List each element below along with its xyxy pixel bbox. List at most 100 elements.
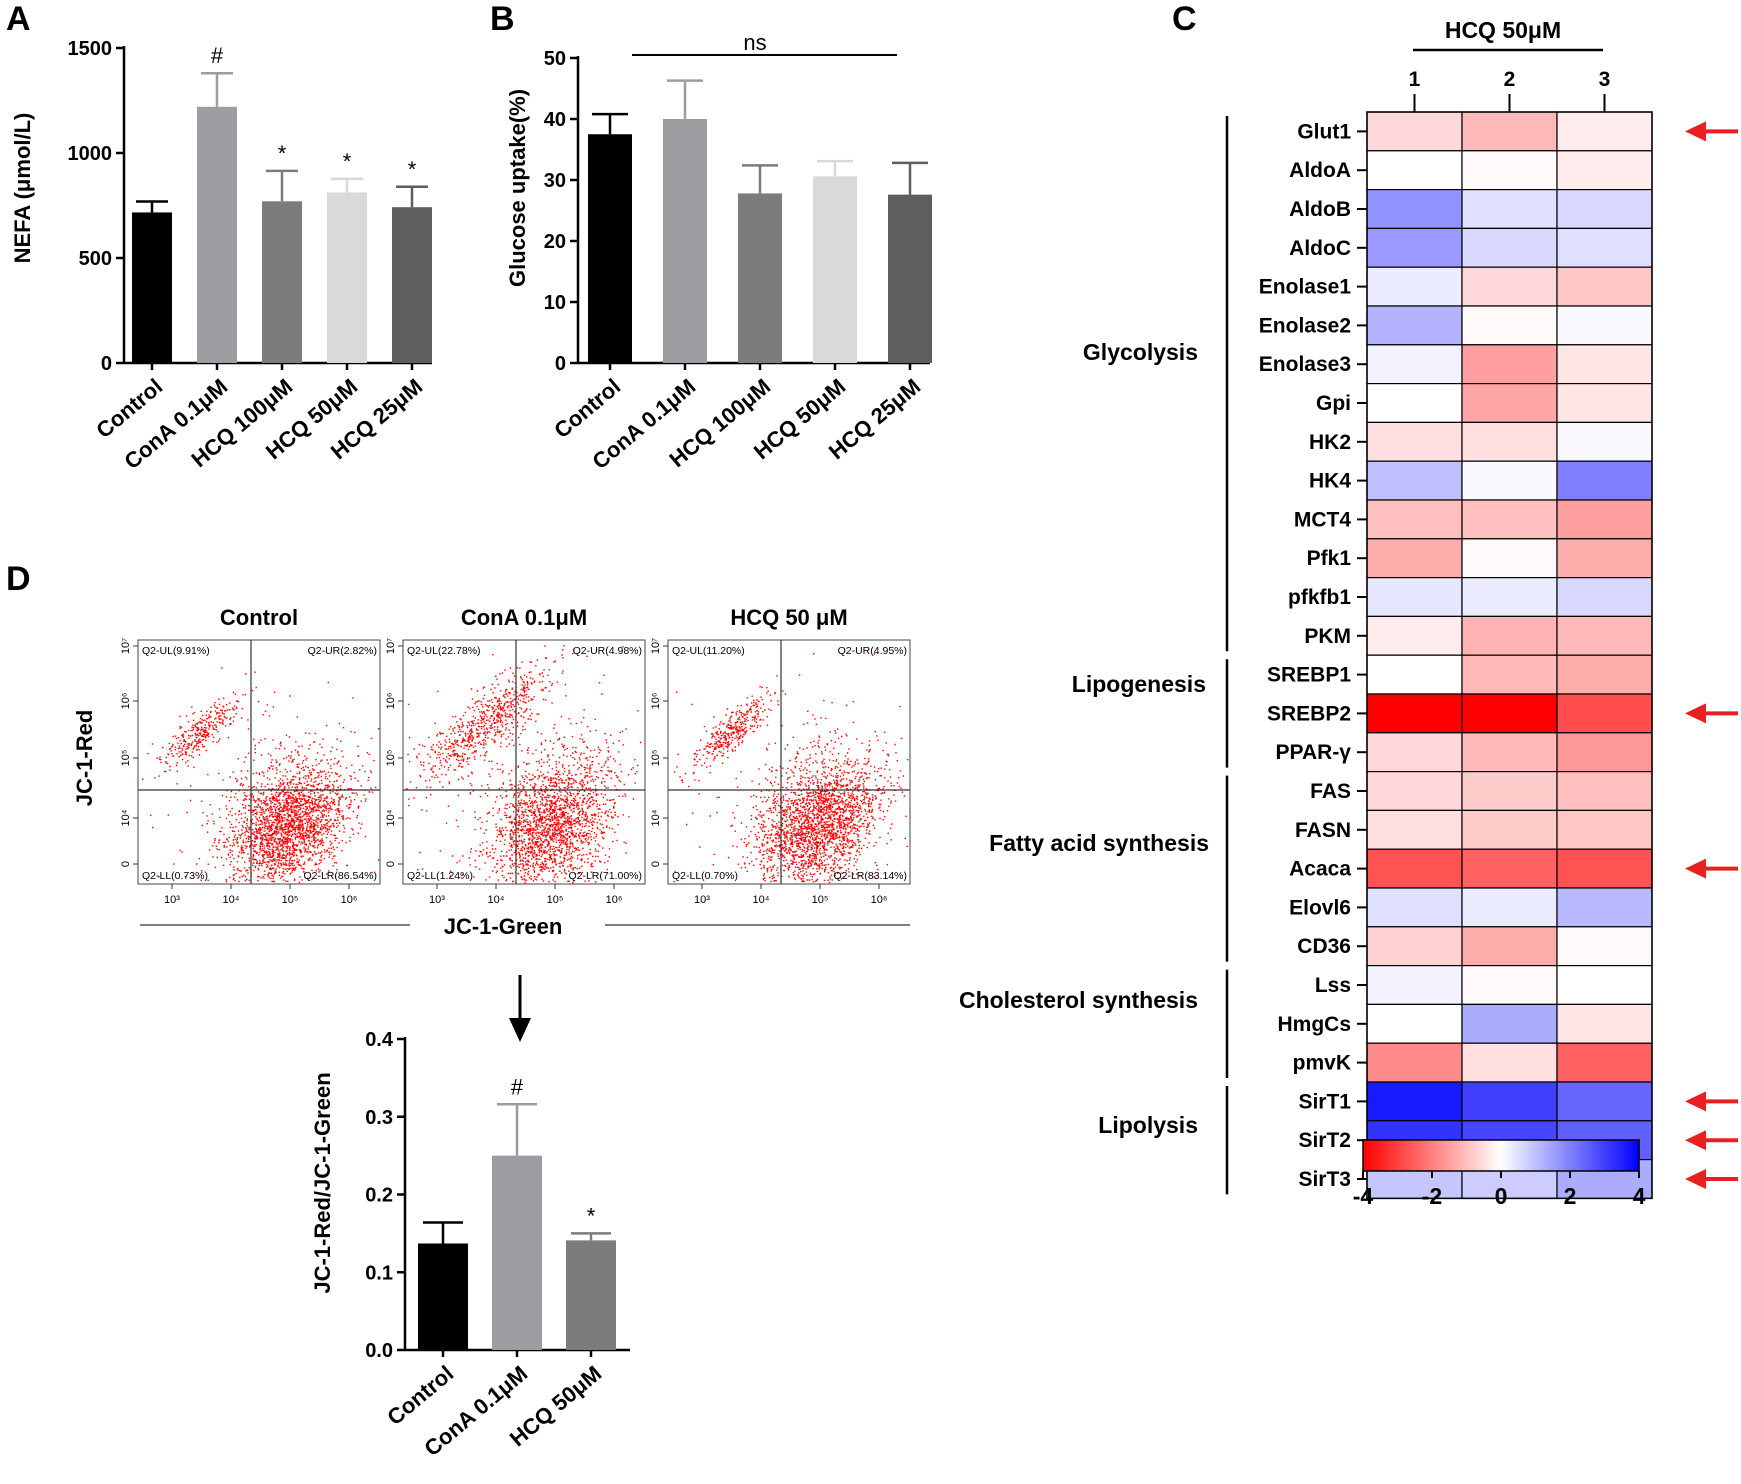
heatmap-row-label: pmvK bbox=[1293, 1052, 1351, 1075]
heatmap-cell bbox=[1366, 305, 1463, 346]
quadrant-ll-label: Q2-LL(1.24%) bbox=[407, 870, 473, 882]
flow-y-tick-label: 10⁶ bbox=[650, 693, 662, 710]
heatmap-row-label: Glut1 bbox=[1297, 120, 1351, 143]
heatmap-row-label: MCT4 bbox=[1294, 508, 1351, 531]
heatmap-cell bbox=[1461, 654, 1558, 695]
heatmap-row-label: SirT1 bbox=[1298, 1090, 1351, 1113]
heatmap-cell bbox=[1461, 732, 1558, 773]
y-tick-label: 10 bbox=[544, 292, 566, 314]
heatmap-border bbox=[1366, 111, 1653, 1200]
bar bbox=[197, 106, 237, 364]
bar bbox=[588, 134, 632, 363]
heatmap-cell bbox=[1366, 964, 1463, 1005]
y-tick-label: 0.3 bbox=[365, 1107, 393, 1129]
highlight-arrow-head bbox=[1685, 1091, 1706, 1112]
flow-x-tick-label: 10⁴ bbox=[223, 894, 240, 906]
heatmap-cell bbox=[1556, 266, 1653, 307]
flow-x-tick-label: 10⁵ bbox=[812, 894, 829, 906]
pathway-group-label: Lipolysis bbox=[1098, 1112, 1198, 1138]
heatmap-cell bbox=[1556, 964, 1653, 1005]
heatmap-row-label: SirT2 bbox=[1298, 1129, 1351, 1152]
heatmap-cell bbox=[1366, 576, 1463, 617]
heatmap-cell bbox=[1366, 1042, 1463, 1083]
bar bbox=[262, 201, 302, 363]
quadrant-ul-label: Q2-UL(11.20%) bbox=[672, 645, 745, 657]
heatmap-cell bbox=[1461, 421, 1558, 462]
heatmap-row-label: SirT3 bbox=[1298, 1168, 1351, 1191]
y-tick-label: 20 bbox=[544, 231, 566, 253]
significance-mark: # bbox=[211, 43, 224, 68]
heatmap-cell bbox=[1461, 305, 1558, 346]
highlight-arrow-head bbox=[1685, 1130, 1706, 1151]
heatmap-row-label: Lss bbox=[1315, 974, 1351, 997]
heatmap-row-label: SREBP2 bbox=[1267, 702, 1351, 725]
flow-x-tick-label: 10⁶ bbox=[606, 894, 623, 906]
quadrant-lr-label: Q2-LR(86.54%) bbox=[303, 870, 377, 882]
heatmap-cell bbox=[1461, 926, 1558, 967]
significance-mark: * bbox=[343, 149, 352, 174]
panel-label-d: D bbox=[6, 560, 31, 598]
heatmap-cell bbox=[1366, 926, 1463, 967]
flow-y-tick-label: 10⁷ bbox=[650, 638, 662, 654]
colorbar-tick-label: -4 bbox=[1353, 1183, 1374, 1209]
heatmap-cell bbox=[1556, 344, 1653, 385]
heatmap-cell bbox=[1366, 1081, 1463, 1122]
heatmap-row-label: PPAR-γ bbox=[1276, 741, 1352, 764]
heatmap-row-label: Enolase2 bbox=[1259, 314, 1351, 337]
heatmap-cell bbox=[1556, 926, 1653, 967]
bar bbox=[738, 193, 782, 363]
highlight-arrow-head bbox=[1685, 121, 1706, 142]
heatmap-cell bbox=[1366, 421, 1463, 462]
heatmap-row-label: Gpi bbox=[1316, 392, 1351, 415]
heatmap-cell bbox=[1366, 809, 1463, 850]
heatmap-cell bbox=[1556, 848, 1653, 889]
heatmap-row-label: HK4 bbox=[1309, 470, 1351, 493]
heatmap-cell bbox=[1366, 189, 1463, 230]
heatmap-cell bbox=[1556, 538, 1653, 579]
pathway-group-label: Lipogenesis bbox=[1072, 671, 1206, 697]
heatmap-cell bbox=[1556, 770, 1653, 811]
heatmap-cell bbox=[1366, 770, 1463, 811]
heatmap-row-label: Elovl6 bbox=[1289, 896, 1351, 919]
y-tick-label: 50 bbox=[544, 48, 566, 70]
heatmap-cell bbox=[1366, 344, 1463, 385]
significance-mark: * bbox=[587, 1203, 596, 1228]
heatmap-row-label: HmgCs bbox=[1277, 1013, 1351, 1036]
heatmap-cell bbox=[1556, 1081, 1653, 1122]
quadrant-ll-label: Q2-LL(0.73%) bbox=[142, 870, 208, 882]
quadrant-ul-label: Q2-UL(22.78%) bbox=[407, 645, 481, 657]
flow-y-tick-label: 0 bbox=[120, 861, 132, 867]
heatmap-cell bbox=[1556, 576, 1653, 617]
heatmap-cell bbox=[1366, 150, 1463, 191]
heatmap-row-label: HK2 bbox=[1309, 431, 1351, 454]
heatmap-row-label: AldoB bbox=[1289, 198, 1351, 221]
heatmap-cell bbox=[1461, 1003, 1558, 1044]
flow-plot-title: ConA 0.1μM bbox=[461, 605, 587, 630]
significance-mark: * bbox=[408, 157, 417, 182]
heatmap-cell bbox=[1556, 383, 1653, 424]
y-tick-label: 0.0 bbox=[365, 1340, 393, 1362]
bar bbox=[888, 194, 932, 363]
heatmap-cell bbox=[1461, 383, 1558, 424]
glucose-y-axis-title: Glucose uptake(%) bbox=[505, 89, 530, 287]
flow-y-tick-label: 10⁷ bbox=[120, 638, 132, 654]
heatmap-cell bbox=[1366, 111, 1463, 152]
heatmap-cell bbox=[1556, 111, 1653, 152]
quadrant-lr-label: Q2-LR(83.14%) bbox=[833, 870, 907, 882]
heatmap-cell bbox=[1556, 421, 1653, 462]
y-tick-label: 1500 bbox=[68, 38, 113, 60]
heatmap-cell bbox=[1556, 150, 1653, 191]
flow-plot: Control Q2-UL(9.91%) Q2-UR(2.82%) Q2-LL(0.7… bbox=[120, 605, 381, 906]
bar bbox=[663, 119, 707, 363]
gene-expression-heatmap: HCQ 50μM 1 2 3 Glut1 AldoA AldoB AldoC Enolase1… bbox=[959, 17, 1738, 1209]
heatmap-cell bbox=[1366, 848, 1463, 889]
y-tick-label: 500 bbox=[79, 248, 112, 270]
heatmap-column-label: 3 bbox=[1599, 68, 1611, 91]
flow-plot: ConA 0.1μM Q2-UL(22.78%) Q2-UR(4.98%) Q2-LL… bbox=[385, 605, 646, 906]
significance-mark: * bbox=[278, 141, 287, 166]
flow-x-tick-label: 10⁵ bbox=[282, 894, 299, 906]
heatmap-cell bbox=[1461, 499, 1558, 540]
flow-y-tick-label: 10⁵ bbox=[650, 750, 662, 767]
